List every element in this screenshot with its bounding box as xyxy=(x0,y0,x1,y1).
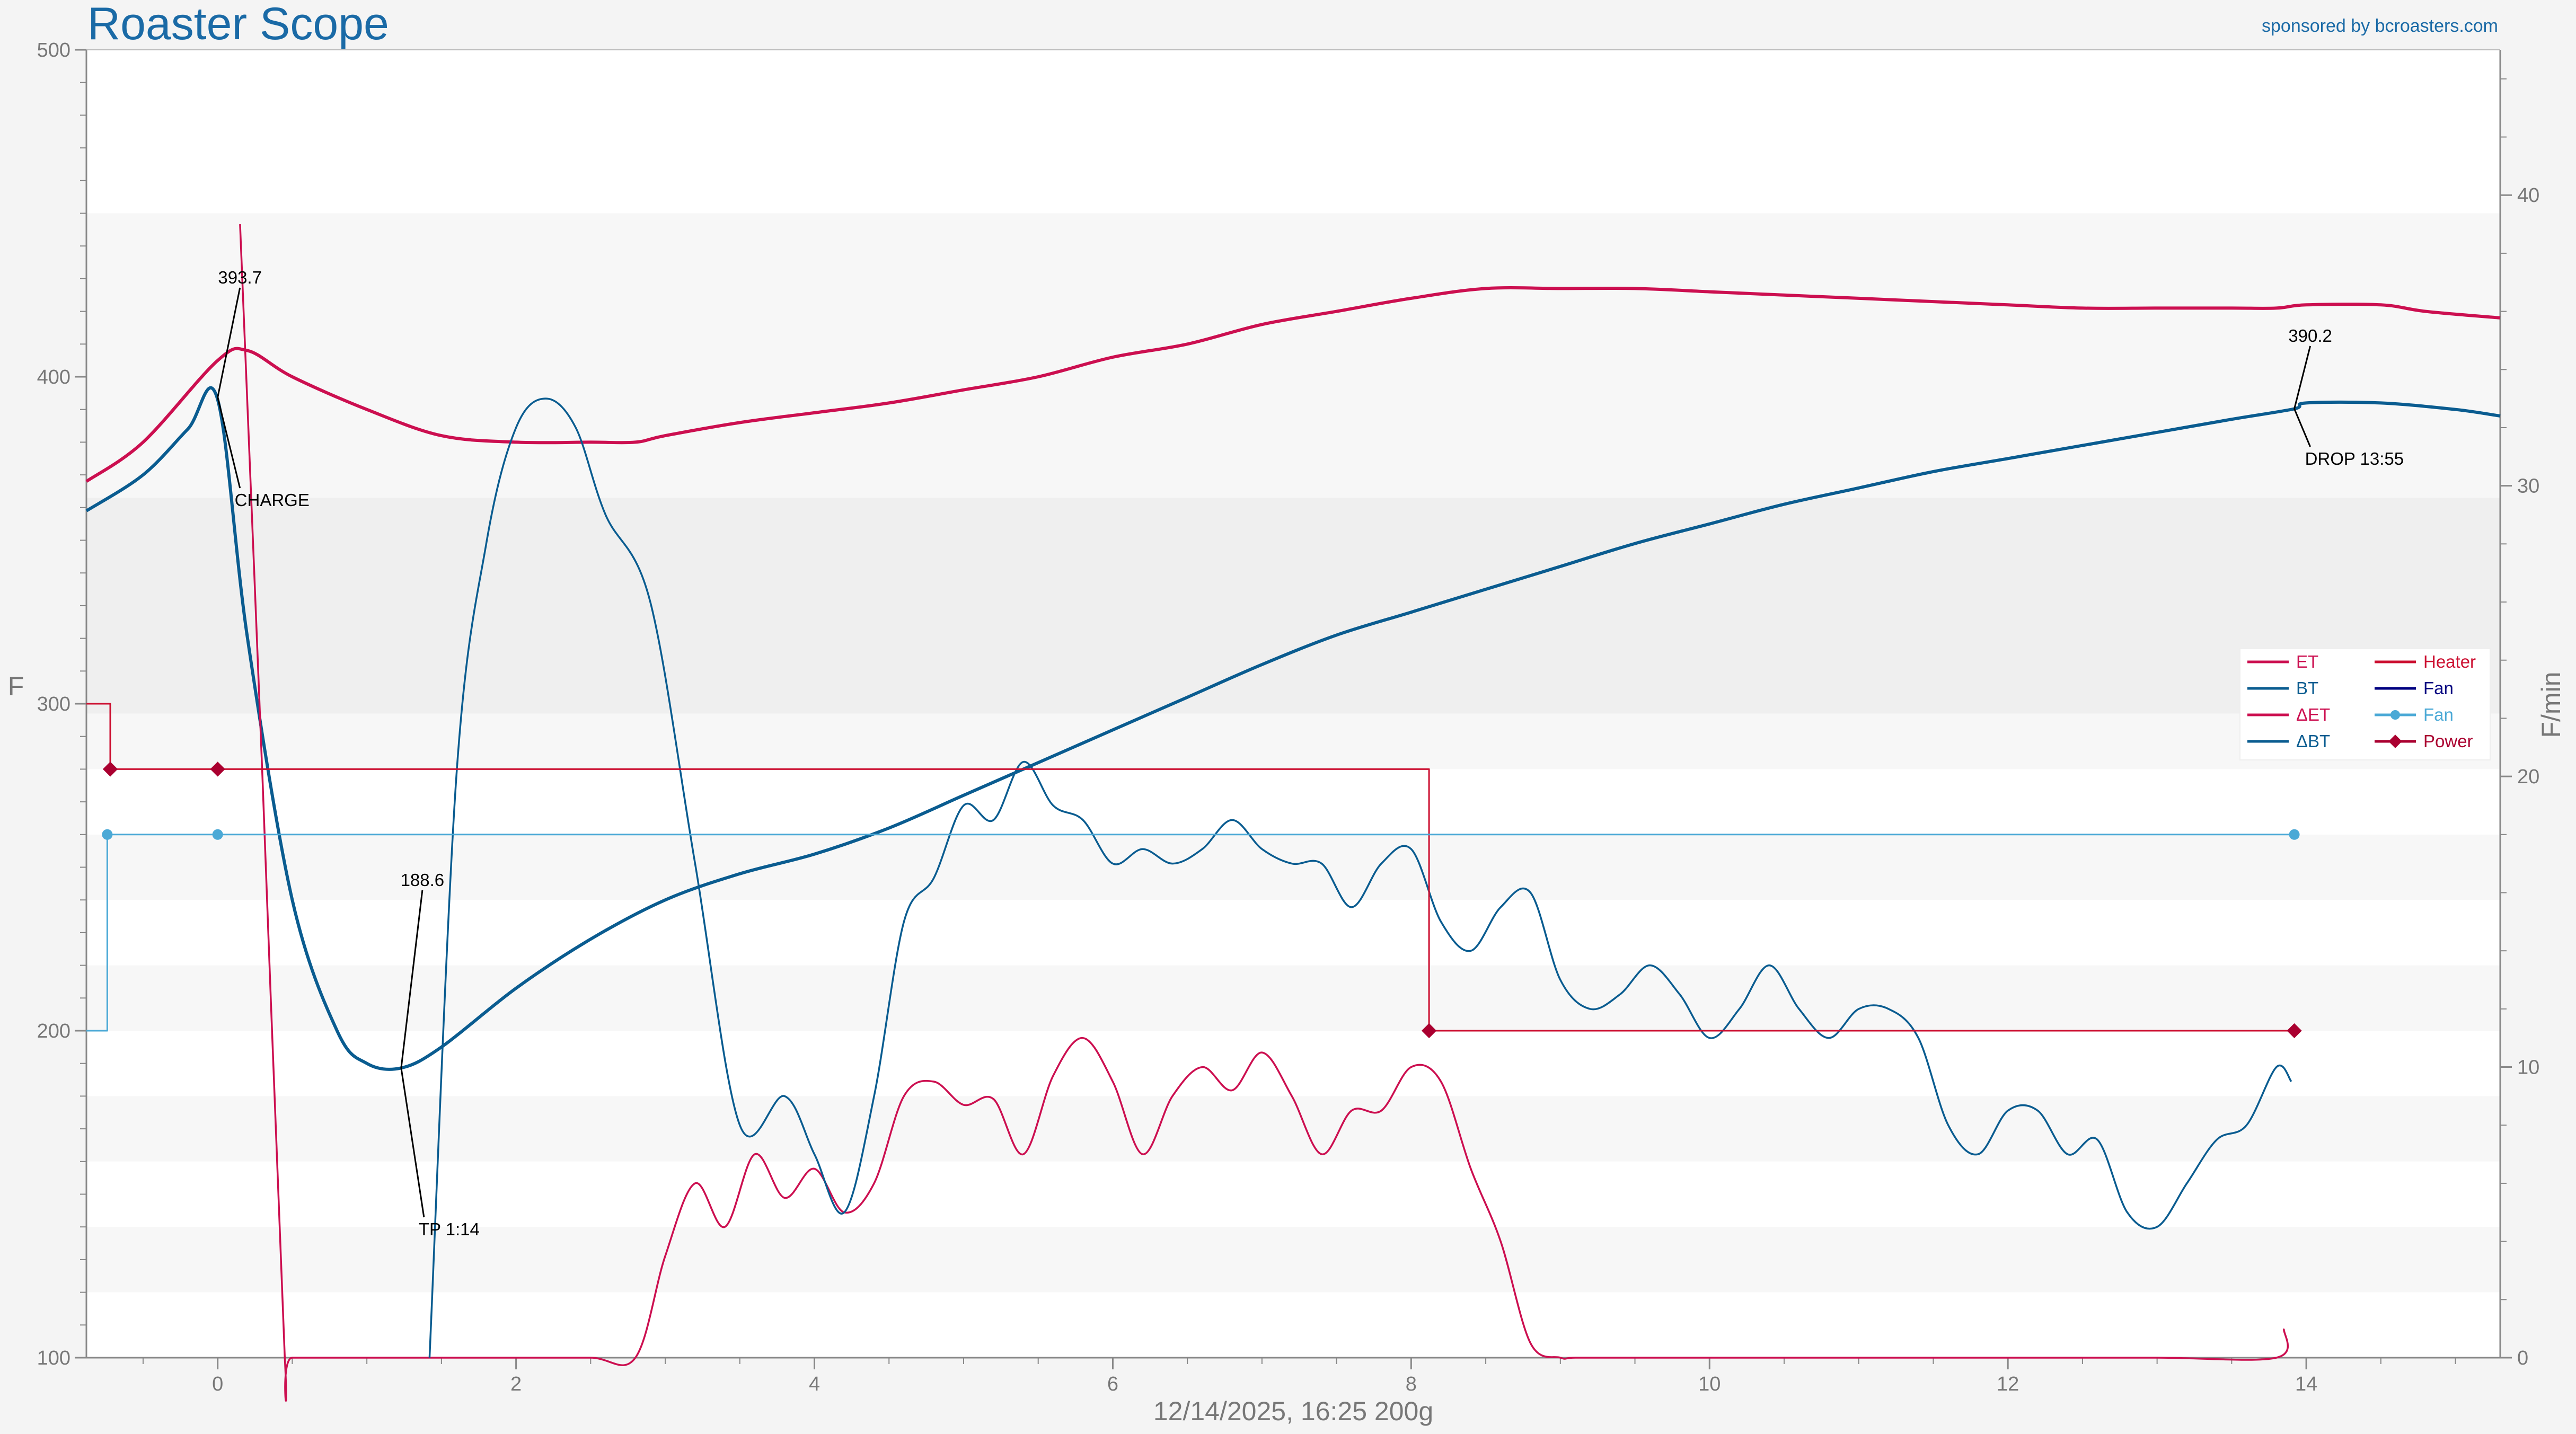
background-band xyxy=(86,1292,2500,1358)
background-band xyxy=(86,834,2500,900)
bt-line xyxy=(85,386,2501,1071)
power-marker xyxy=(102,762,118,777)
annotation-event: CHARGE xyxy=(235,490,310,510)
axis-ticks: 0 2 4 6 8 10 12 14 100 200 300 400 500 0 10 20 30 40 xyxy=(37,39,2540,1395)
power-marker xyxy=(1421,1023,1437,1039)
fan-marker xyxy=(212,829,223,840)
annotation-leader xyxy=(400,890,424,1068)
y2-tick-label: 30 xyxy=(2517,475,2539,498)
background-band xyxy=(86,50,2500,214)
background-band xyxy=(86,1161,2500,1227)
series-lines xyxy=(85,224,2501,1402)
y-tick-label: 100 xyxy=(37,1347,70,1369)
legend: ET BT ΔET ΔBT Heater Fan Fan Power xyxy=(2239,648,2491,760)
heater-line xyxy=(86,703,2295,1032)
y-tick-label: 500 xyxy=(37,39,70,61)
annotation-event: TP 1:14 xyxy=(419,1219,480,1239)
annotation-leader xyxy=(400,1068,425,1218)
background-band xyxy=(86,1096,2500,1162)
x-tick-label: 0 xyxy=(212,1373,223,1395)
y2-tick-label: 20 xyxy=(2517,766,2539,788)
y-tick-label: 400 xyxy=(37,366,70,388)
power-marker xyxy=(210,762,225,777)
x-tick-label: 6 xyxy=(1107,1373,1118,1395)
annotation-leader xyxy=(217,287,241,398)
background-band xyxy=(86,498,2500,714)
delta-bt-line xyxy=(428,397,2292,1358)
y2-axis-label: F/min xyxy=(2536,672,2566,738)
y2-tick-label: 40 xyxy=(2517,184,2539,207)
series-markers xyxy=(102,762,2302,1039)
legend-label: Fan xyxy=(2423,678,2454,698)
y-axis-label: F xyxy=(8,671,24,701)
legend-label: Heater xyxy=(2423,652,2476,671)
x-axis-label: 12/14/2025, 16:25 200g xyxy=(1153,1396,1433,1426)
background-band xyxy=(86,900,2500,966)
y-tick-label: 300 xyxy=(37,693,70,715)
page-title: Roaster Scope xyxy=(87,0,389,49)
annotation-leader xyxy=(2293,346,2312,409)
legend-swatch-marker xyxy=(2388,734,2402,748)
fan-marker xyxy=(2289,829,2300,840)
background-band xyxy=(86,213,2500,498)
x-tick-label: 10 xyxy=(1698,1373,1721,1395)
background-band xyxy=(86,965,2500,1031)
fan-line xyxy=(86,834,2295,1032)
x-tick-label: 4 xyxy=(809,1373,820,1395)
annotation-leader xyxy=(2293,408,2311,447)
legend-label: Power xyxy=(2423,731,2473,751)
y-tick-label: 200 xyxy=(37,1020,70,1042)
sponsor-link[interactable]: sponsored by bcroasters.com xyxy=(2262,16,2498,36)
x-tick-label: 12 xyxy=(1997,1373,2019,1395)
background-bands xyxy=(86,50,2500,1358)
annotation-event: DROP 13:55 xyxy=(2305,449,2404,468)
background-band xyxy=(86,713,2500,769)
fan-marker xyxy=(102,829,113,840)
event-annotations: 393.7 CHARGE 188.6 TP 1:14 390.2 DROP 13:55 xyxy=(217,268,2404,1239)
x-tick-label: 2 xyxy=(510,1373,522,1395)
y2-tick-label: 10 xyxy=(2517,1057,2539,1079)
annotation-value: 393.7 xyxy=(218,268,262,287)
legend-label: Fan xyxy=(2423,705,2454,724)
annotation-value: 390.2 xyxy=(2288,326,2332,346)
y2-tick-label: 0 xyxy=(2517,1347,2528,1369)
et-line xyxy=(85,286,2501,483)
legend-swatch-marker xyxy=(2390,710,2400,720)
legend-label: ΔET xyxy=(2296,705,2330,724)
background-band xyxy=(86,769,2500,835)
background-band xyxy=(86,1227,2500,1293)
delta-et-line xyxy=(239,224,2289,1402)
legend-label: BT xyxy=(2296,678,2318,698)
x-tick-label: 14 xyxy=(2295,1373,2317,1395)
x-tick-label: 8 xyxy=(1406,1373,1417,1395)
annotation-leader xyxy=(217,397,241,489)
legend-label: ΔBT xyxy=(2296,731,2330,751)
legend-label: ET xyxy=(2296,652,2318,671)
background-band xyxy=(86,1031,2500,1096)
annotation-value: 188.6 xyxy=(401,870,445,890)
